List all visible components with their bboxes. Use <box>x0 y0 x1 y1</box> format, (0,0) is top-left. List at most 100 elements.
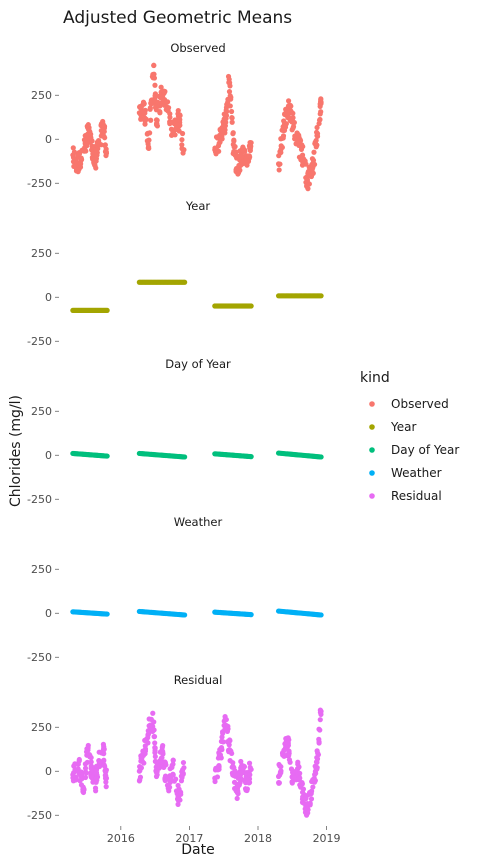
data-point <box>310 170 316 176</box>
data-point <box>167 111 173 117</box>
data-point <box>158 755 164 761</box>
data-point <box>103 152 109 159</box>
legend-label: Day of Year <box>391 443 459 457</box>
data-point <box>93 165 99 171</box>
data-point <box>152 91 158 97</box>
legend-item-observed: Observed <box>369 397 449 411</box>
legend-label: Weather <box>391 466 442 480</box>
data-point <box>83 769 89 775</box>
x-tick-label: 2017 <box>175 832 203 845</box>
data-point <box>318 612 324 618</box>
data-point <box>71 770 77 776</box>
data-point <box>219 729 226 735</box>
y-tick-label: 250 <box>31 89 52 102</box>
data-point <box>231 765 237 771</box>
data-point <box>229 119 235 125</box>
data-point <box>103 146 109 152</box>
y-axis-title: Chlorides (mg/l) <box>8 395 24 507</box>
data-point <box>141 750 147 756</box>
data-point <box>305 807 311 813</box>
legend-label: Observed <box>391 397 449 411</box>
data-point <box>318 454 324 460</box>
data-point <box>148 117 154 123</box>
data-point <box>164 99 171 105</box>
data-point <box>301 800 307 806</box>
data-point <box>306 181 312 187</box>
data-point <box>232 144 238 150</box>
legend-swatch <box>369 424 375 430</box>
data-point <box>147 130 153 136</box>
data-point <box>285 103 292 109</box>
data-point <box>231 138 237 144</box>
data-point <box>218 755 224 761</box>
x-axis: 2016 2017 2018 2019 <box>107 826 341 845</box>
data-point <box>71 163 77 170</box>
data-point <box>308 789 314 795</box>
chart-title: Adjusted Geometric Means <box>63 8 292 28</box>
data-point <box>222 123 228 129</box>
data-point <box>173 776 179 782</box>
data-point <box>229 115 235 121</box>
data-point <box>318 96 324 102</box>
data-point <box>102 763 108 769</box>
data-point <box>180 150 186 156</box>
data-point <box>147 106 153 112</box>
data-point <box>169 764 175 771</box>
data-point <box>246 153 252 159</box>
data-point <box>71 149 78 155</box>
data-point <box>297 770 303 776</box>
data-point <box>289 780 295 786</box>
data-point <box>276 167 282 173</box>
data-point <box>300 143 306 150</box>
y-tick-label: -250 <box>27 493 52 506</box>
data-point <box>228 108 235 115</box>
data-point <box>165 105 171 111</box>
data-point <box>277 149 283 155</box>
data-point <box>101 757 107 763</box>
data-point <box>312 141 318 147</box>
data-point <box>231 779 238 785</box>
data-point <box>85 745 91 751</box>
data-point <box>152 745 158 751</box>
y-tick-label: -250 <box>27 177 52 190</box>
data-point <box>238 758 244 765</box>
data-point <box>303 795 309 802</box>
data-point <box>282 124 289 130</box>
facet-strip-label: Year <box>185 199 211 213</box>
data-point <box>159 744 165 751</box>
data-point <box>151 71 157 77</box>
data-point <box>219 136 225 142</box>
facet-weather: Weather -250 0 250 <box>27 515 324 664</box>
data-point <box>86 127 92 133</box>
facet-strip-label: Day of Year <box>165 357 231 371</box>
data-point <box>281 118 287 124</box>
data-point <box>77 164 84 170</box>
data-point <box>166 776 172 782</box>
data-point <box>280 133 287 139</box>
data-point <box>225 73 232 80</box>
y-tick-label: 250 <box>31 563 52 576</box>
data-point <box>96 758 102 764</box>
data-point <box>70 778 77 784</box>
data-point <box>231 148 237 155</box>
data-point <box>146 730 152 736</box>
data-point <box>82 774 89 781</box>
data-point <box>317 116 323 123</box>
facet-strip-label: Observed <box>170 41 225 55</box>
data-point <box>177 122 183 128</box>
data-point <box>305 173 311 179</box>
data-point <box>307 800 313 806</box>
data-point <box>93 775 99 781</box>
data-point <box>176 786 182 792</box>
data-point <box>180 767 186 773</box>
data-point <box>239 770 245 776</box>
data-point <box>214 774 221 780</box>
data-point <box>182 612 188 618</box>
data-point <box>154 120 160 127</box>
x-tick-label: 2019 <box>313 832 341 845</box>
data-point <box>314 130 321 137</box>
data-point <box>247 764 253 771</box>
data-point <box>182 279 188 285</box>
data-point <box>227 748 233 754</box>
data-point <box>101 746 107 752</box>
